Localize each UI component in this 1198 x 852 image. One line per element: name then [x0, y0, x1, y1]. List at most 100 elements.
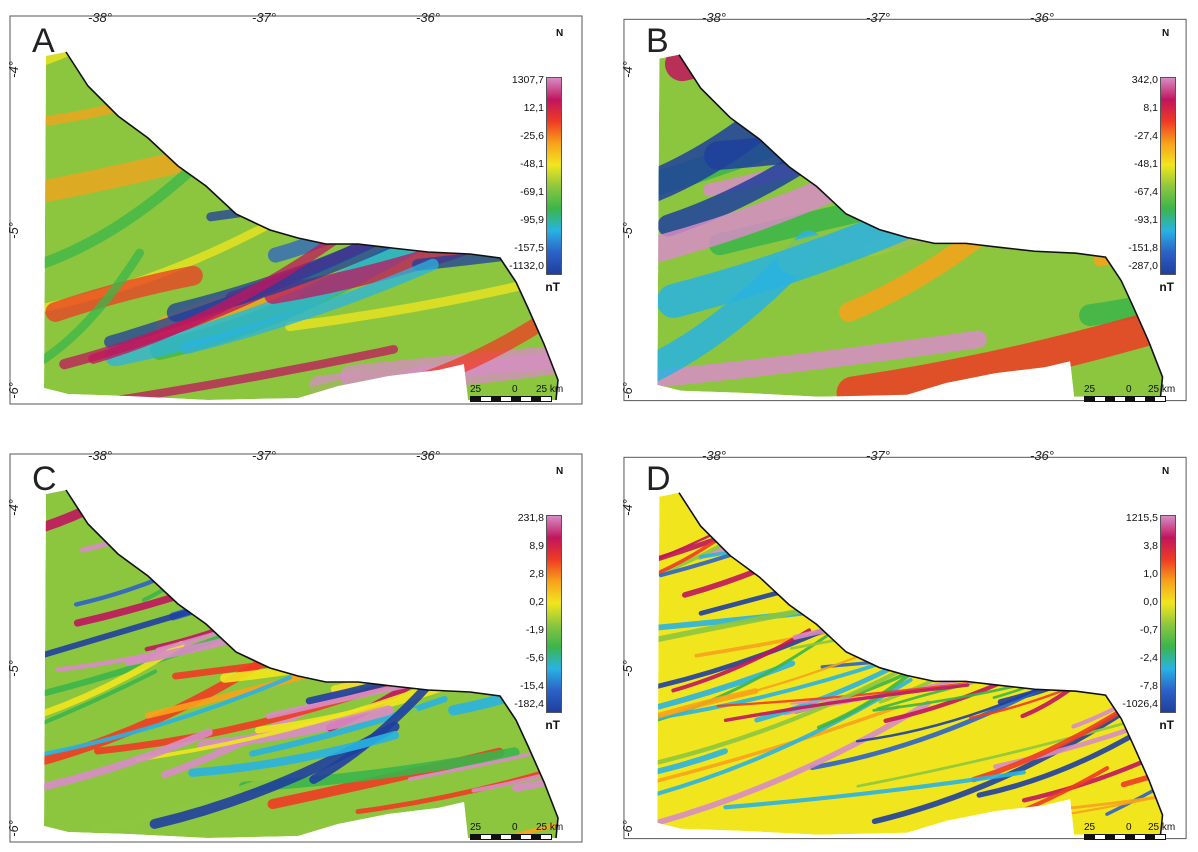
north-arrow: N — [556, 466, 563, 477]
anomaly-stripe — [754, 526, 1092, 621]
legend-value: -48,1 — [1134, 158, 1158, 170]
longitude-label: -37° — [866, 448, 890, 463]
anomaly-stripe — [752, 492, 1036, 510]
anomaly-stripe — [898, 551, 1140, 590]
legend-color-bar — [546, 515, 562, 713]
legend-unit: nT — [545, 718, 560, 732]
north-arrow: N — [1162, 466, 1169, 477]
legend-value: -25,6 — [520, 130, 544, 142]
anomaly-stripe — [784, 54, 1148, 89]
anomaly-stripe — [141, 490, 291, 602]
legend-value: -287,0 — [1128, 260, 1158, 272]
anomaly-stripe — [150, 52, 356, 83]
scale-right-label: 25 km — [536, 384, 564, 395]
anomaly-stripe — [872, 495, 1053, 646]
legend-value: -67,4 — [1134, 186, 1158, 198]
anomaly-stripe — [820, 629, 1160, 669]
coastline — [678, 492, 1164, 835]
legend-color-bar — [1160, 515, 1176, 713]
anomaly-texture — [44, 52, 558, 400]
map-frame — [9, 15, 583, 405]
anomaly-stripe — [88, 215, 367, 364]
anomaly-stripe — [885, 492, 1095, 517]
map-panel-b: B -38° -37° -36° -4° -5° -6° N 342,0 8,1… — [619, 8, 1198, 408]
anomaly-stripe — [657, 746, 839, 826]
anomaly-stripe — [657, 152, 811, 237]
anomaly-stripe — [789, 606, 1060, 650]
scale-mid-label: 0 — [512, 384, 518, 395]
legend-value: 2,8 — [529, 568, 544, 580]
longitude-label: -38° — [702, 10, 726, 25]
anomaly-stripe — [285, 251, 558, 332]
scale-mid-label: 0 — [512, 822, 518, 833]
color-legend: 1215,5 3,8 1,0 0,0 -0,7 -2,4 -7,8 -1026,… — [1122, 512, 1182, 742]
anomaly-texture — [657, 492, 1163, 835]
scale-mid-label: 0 — [1126, 384, 1132, 395]
anomaly-stripe — [188, 730, 400, 777]
anomaly-stripe — [44, 669, 158, 747]
anomaly-stripe — [905, 537, 1111, 629]
latitude-label: -5° — [619, 222, 635, 239]
anomaly-stripe — [868, 77, 1163, 143]
north-arrow: N — [556, 28, 563, 39]
scale-ticks — [470, 396, 552, 402]
anomaly-stripe — [180, 258, 439, 355]
anomaly-stripe — [185, 65, 334, 173]
anomaly-stripe — [1160, 492, 1163, 518]
anomaly-stripe — [206, 178, 494, 222]
color-legend: 231,8 8,9 2,8 0,2 -1,9 -5,6 -15,4 -182,4… — [514, 512, 568, 742]
legend-value: 342,0 — [1131, 74, 1158, 86]
anomaly-stripe — [896, 492, 1029, 630]
anomaly-stripe — [44, 52, 163, 78]
anomaly-stripe — [809, 689, 1035, 771]
scale-right-label: 25 km — [536, 822, 564, 833]
anomaly-stripe — [900, 557, 1163, 595]
anomaly-stripe — [44, 675, 292, 756]
magnetic-anomaly-map-a — [9, 15, 583, 405]
longitude-label: -38° — [702, 448, 726, 463]
anomaly-stripe — [267, 115, 498, 263]
panel-letter: A — [32, 22, 55, 60]
anomaly-stripe — [1107, 492, 1163, 505]
map-frame — [623, 456, 1187, 840]
anomaly-stripe — [1090, 492, 1163, 515]
anomaly-stripe — [664, 54, 839, 82]
color-legend: 342,0 8,1 -27,4 -48,1 -67,4 -93,1 -151,8… — [1128, 74, 1182, 304]
map-panel-d: D -38° -37° -36° -4° -5° -6° N 1215,5 3,… — [619, 446, 1198, 846]
longitude-label: -38° — [88, 448, 112, 463]
anomaly-stripe — [843, 501, 1011, 622]
anomaly-stripe — [1021, 738, 1163, 803]
legend-value: -1026,4 — [1122, 698, 1158, 710]
anomaly-stripe — [213, 532, 543, 574]
north-arrow-label: N — [1162, 466, 1170, 477]
legend-value: -93,1 — [1134, 214, 1158, 226]
anomaly-stripe — [207, 490, 358, 492]
anomaly-stripe — [855, 492, 1131, 540]
legend-value: 0,0 — [1143, 596, 1158, 608]
panel-letter: C — [32, 460, 57, 498]
anomaly-stripe — [704, 95, 1053, 170]
anomaly-stripe — [855, 681, 1054, 743]
latitude-label: -5° — [619, 660, 635, 677]
anomaly-stripe — [476, 739, 558, 838]
anomaly-stripe — [563, 446, 588, 520]
longitude-label: -36° — [416, 10, 440, 25]
legend-color-bar — [1160, 77, 1176, 275]
anomaly-stripe — [407, 704, 558, 781]
coastline — [678, 54, 1164, 397]
anomaly-stripe — [44, 248, 145, 379]
magnetic-anomaly-map-b — [623, 18, 1187, 402]
scale-left-label: 25 — [1084, 384, 1096, 395]
anomaly-stripe — [1079, 209, 1163, 327]
magnetic-anomaly-map-d — [623, 456, 1187, 840]
north-arrow-label: N — [1162, 28, 1170, 39]
anomaly-stripe — [293, 52, 476, 122]
anomaly-stripe — [910, 564, 1043, 610]
legend-value: 231,8 — [517, 512, 544, 524]
anomaly-stripe — [448, 593, 558, 716]
anomaly-stripe — [723, 770, 1026, 810]
legend-value: 1307,7 — [511, 74, 544, 86]
legend-value: -7,8 — [1139, 680, 1158, 692]
anomaly-stripe — [723, 683, 970, 722]
latitude-label: -6° — [5, 382, 21, 399]
